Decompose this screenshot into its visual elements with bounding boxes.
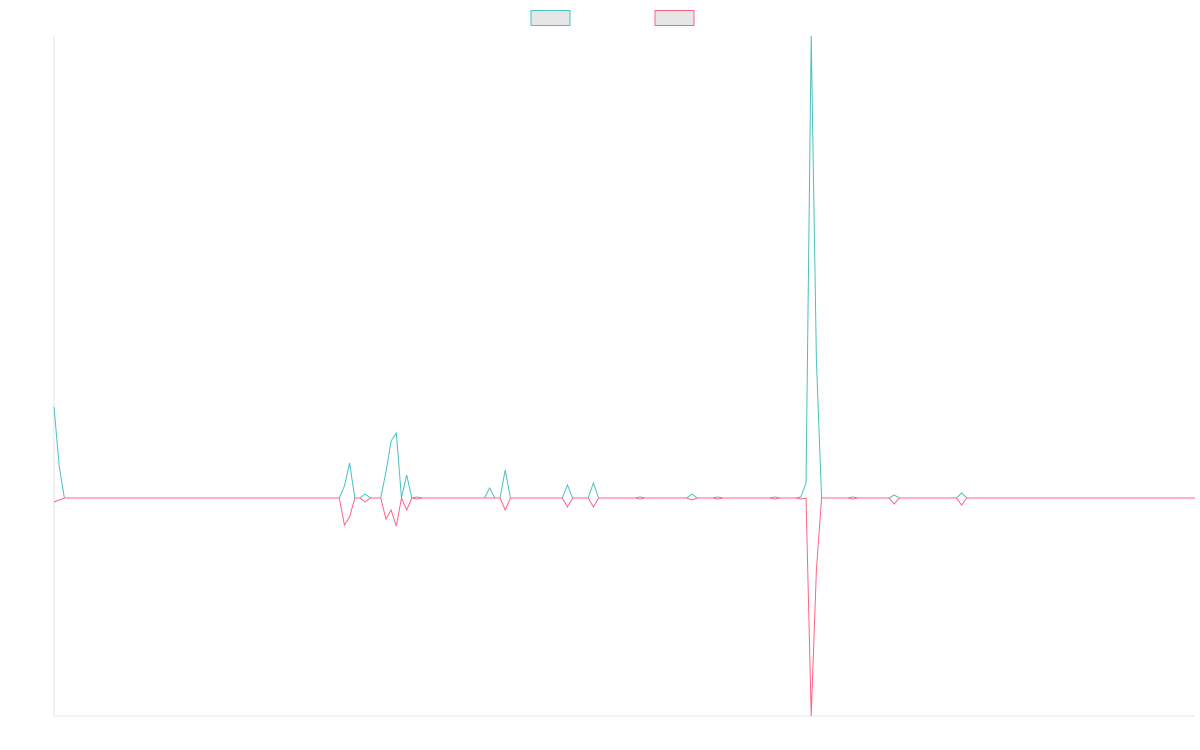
legend-swatch xyxy=(654,10,695,26)
series-line xyxy=(53,496,1195,717)
series-line xyxy=(53,35,1195,499)
legend-swatch xyxy=(530,10,571,26)
